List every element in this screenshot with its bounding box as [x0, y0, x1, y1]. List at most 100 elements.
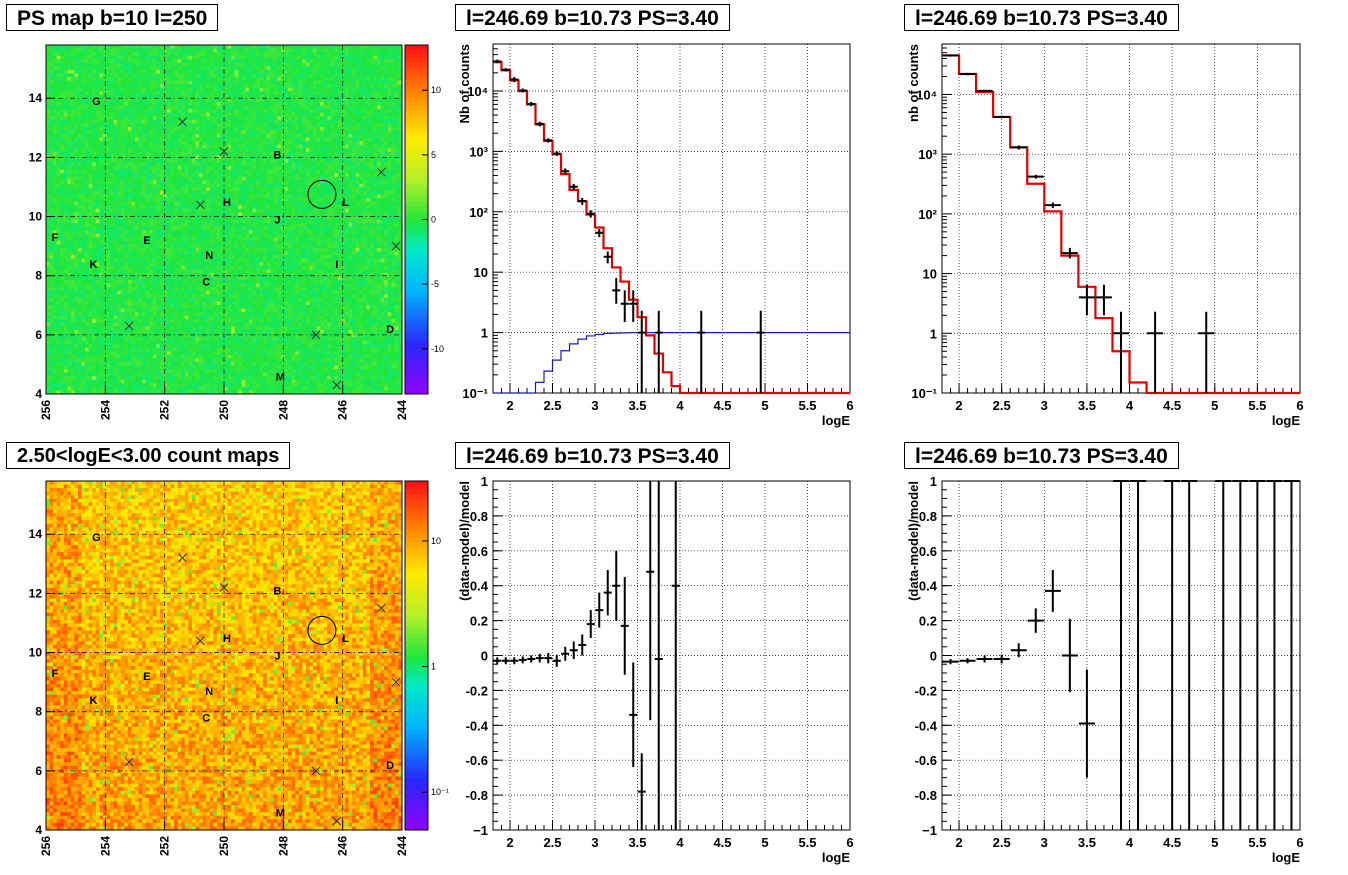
map-pixel: [107, 134, 111, 138]
map-pixel: [89, 170, 93, 174]
map-pixel: [124, 88, 128, 92]
map-pixel: [188, 312, 192, 316]
map-pixel: [89, 202, 93, 206]
map-pixel: [185, 341, 189, 345]
map-pixel: [163, 319, 167, 323]
map-pixel: [128, 269, 132, 273]
map-pixel: [156, 106, 160, 110]
map-pixel: [206, 330, 210, 334]
map-pixel: [50, 173, 54, 177]
map-pixel: [131, 70, 135, 74]
map-pixel: [71, 383, 75, 387]
map-pixel: [53, 163, 57, 167]
map-pixel: [110, 376, 114, 380]
map-pixel: [203, 116, 207, 120]
map-pixel: [213, 198, 217, 202]
map-pixel: [210, 98, 214, 102]
map-pixel: [142, 301, 146, 305]
map-pixel: [149, 248, 153, 252]
map-pixel: [192, 123, 196, 127]
map-pixel: [135, 145, 139, 149]
map-pixel: [128, 152, 132, 156]
map-pixel: [149, 319, 153, 323]
map-pixel: [78, 184, 82, 188]
map-pixel: [78, 73, 82, 77]
map-pixel: [71, 284, 75, 288]
map-pixel: [199, 305, 203, 309]
map-pixel: [60, 259, 64, 263]
map-pixel: [196, 301, 200, 305]
map-pixel: [192, 220, 196, 224]
map-pixel: [153, 244, 157, 248]
map-pixel: [142, 70, 146, 74]
map-pixel: [224, 166, 228, 170]
map-pixel: [181, 301, 185, 305]
map-pixel: [188, 234, 192, 238]
map-pixel: [156, 280, 160, 284]
map-pixel: [50, 166, 54, 170]
map-pixel: [146, 120, 150, 124]
map-pixel: [167, 230, 171, 234]
map-pixel: [210, 273, 214, 277]
map-pixel: [107, 337, 111, 341]
map-pixel: [203, 380, 207, 384]
map-pixel: [60, 362, 64, 366]
map-pixel: [107, 77, 111, 81]
map-pixel: [153, 209, 157, 213]
map-pixel: [210, 276, 214, 280]
map-pixel: [178, 134, 182, 138]
map-pixel: [139, 134, 143, 138]
map-pixel: [131, 56, 135, 60]
map-pixel: [188, 276, 192, 280]
map-pixel: [192, 262, 196, 266]
map-pixel: [121, 145, 125, 149]
map-pixel: [196, 166, 200, 170]
map-pixel: [67, 294, 71, 298]
map-pixel: [64, 130, 68, 134]
map-pixel: [64, 98, 68, 102]
map-pixel: [192, 63, 196, 67]
map-pixel: [142, 383, 146, 387]
map-pixel: [206, 341, 210, 345]
map-pixel: [78, 120, 82, 124]
map-pixel: [146, 173, 150, 177]
map-pixel: [64, 155, 68, 159]
map-pixel: [131, 73, 135, 77]
map-pixel: [78, 123, 82, 127]
map-pixel: [82, 120, 86, 124]
map-pixel: [149, 166, 153, 170]
map-pixel: [174, 284, 178, 288]
map-pixel: [185, 248, 189, 252]
map-pixel: [117, 205, 121, 209]
map-pixel: [117, 280, 121, 284]
map-pixel: [67, 130, 71, 134]
map-pixel: [124, 191, 128, 195]
map-pixel: [117, 330, 121, 334]
map-pixel: [167, 173, 171, 177]
map-pixel: [114, 123, 118, 127]
map-pixel: [139, 73, 143, 77]
map-pixel: [210, 348, 214, 352]
map-pixel: [78, 91, 82, 95]
map-pixel: [71, 184, 75, 188]
map-pixel: [163, 341, 167, 345]
map-pixel: [67, 123, 71, 127]
map-pixel: [181, 66, 185, 70]
map-pixel: [213, 195, 217, 199]
map-pixel: [181, 159, 185, 163]
map-pixel: [224, 184, 228, 188]
map-pixel: [178, 341, 182, 345]
map-pixel: [203, 237, 207, 241]
map-pixel: [67, 316, 71, 320]
map-pixel: [46, 383, 50, 387]
map-pixel: [96, 159, 100, 163]
map-pixel: [67, 284, 71, 288]
map-pixel: [124, 195, 128, 199]
map-pixel: [71, 330, 75, 334]
map-pixel: [167, 223, 171, 227]
map-pixel: [99, 241, 103, 245]
map-pixel: [110, 380, 114, 384]
map-pixel: [99, 227, 103, 231]
map-pixel: [224, 159, 228, 163]
map-pixel: [121, 187, 125, 191]
